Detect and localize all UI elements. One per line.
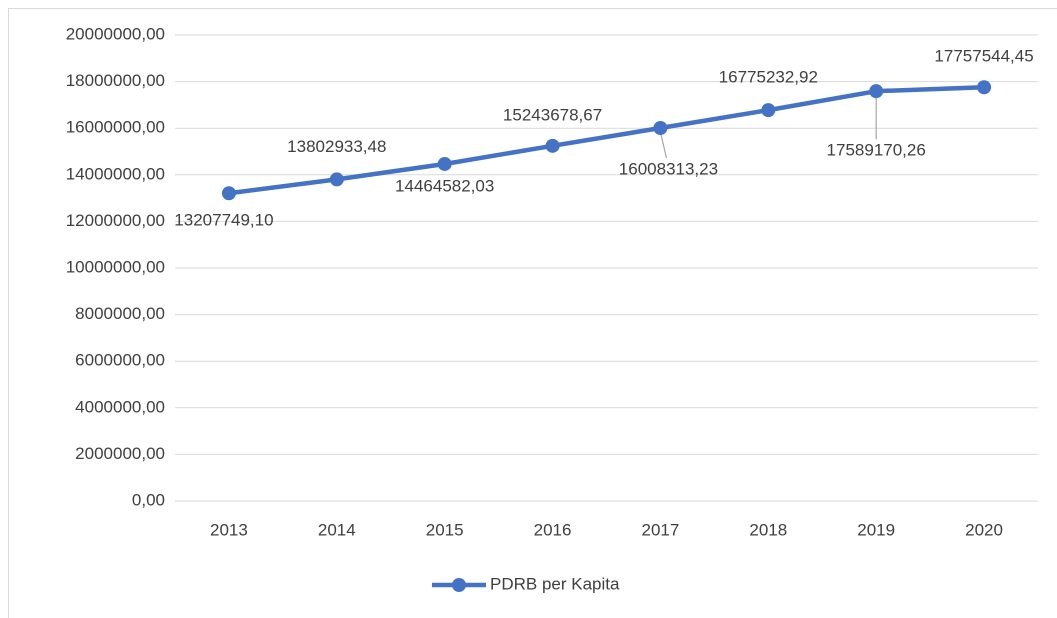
x-tick-label: 2015 <box>426 520 464 539</box>
data-label: 14464582,03 <box>395 176 494 195</box>
data-label: 16775232,92 <box>719 68 818 87</box>
y-tick-label: 4000000,00 <box>75 397 165 416</box>
x-tick-label: 2020 <box>965 520 1003 539</box>
y-tick-label: 18000000,00 <box>66 71 165 90</box>
data-label: 15243678,67 <box>503 105 602 124</box>
marker <box>545 138 560 153</box>
y-tick-label: 16000000,00 <box>66 118 165 137</box>
data-label: 13207749,10 <box>174 211 273 230</box>
x-tick-label: 2014 <box>318 520 356 539</box>
x-tick-label: 2016 <box>534 520 572 539</box>
data-label: 17589170,26 <box>827 141 926 160</box>
data-label: 16008313,23 <box>619 159 718 178</box>
y-tick-label: 2000000,00 <box>75 444 165 463</box>
data-label: 13802933,48 <box>287 137 386 156</box>
legend-marker <box>452 578 466 592</box>
y-tick-label: 12000000,00 <box>66 211 165 230</box>
marker <box>869 84 884 99</box>
y-tick-label: 8000000,00 <box>75 304 165 323</box>
x-tick-label: 2019 <box>857 520 895 539</box>
marker <box>221 186 236 201</box>
marker <box>329 172 344 187</box>
legend-label: PDRB per Kapita <box>490 574 620 593</box>
marker <box>761 103 776 118</box>
y-tick-label: 10000000,00 <box>66 257 165 276</box>
series-line <box>228 85 985 196</box>
y-tick-label: 6000000,00 <box>75 351 165 370</box>
marker <box>437 156 452 171</box>
x-tick-label: 2017 <box>642 520 680 539</box>
y-tick-label: 20000000,00 <box>66 24 165 43</box>
y-tick-label: 0,00 <box>132 490 165 509</box>
marker <box>653 121 668 136</box>
x-tick-label: 2013 <box>210 520 248 539</box>
chart-border <box>8 8 1057 618</box>
y-tick-label: 14000000,00 <box>66 164 165 183</box>
marker <box>977 80 992 95</box>
data-label: 17757544,45 <box>934 47 1033 66</box>
x-tick-label: 2018 <box>749 520 787 539</box>
leader-line <box>659 131 668 159</box>
